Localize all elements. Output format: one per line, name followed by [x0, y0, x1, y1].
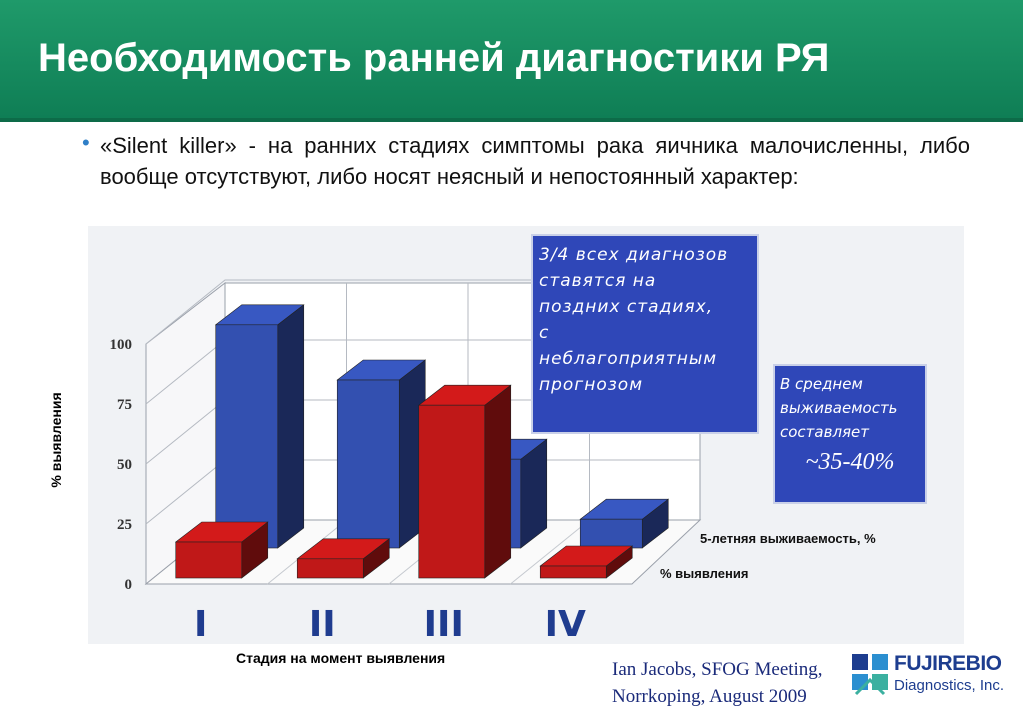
- logo-subtitle: Diagnostics, Inc.: [894, 677, 1005, 694]
- bullet-point: • «Silent killer» - на ранних стадиях си…: [82, 130, 970, 192]
- bar-survival: [336, 379, 400, 549]
- late-diagnosis-callout: 3/4 всех диагнозов ставятся на поздних с…: [531, 234, 759, 434]
- bar-detection: [539, 565, 607, 579]
- y-tick-label: 75: [117, 397, 132, 413]
- x-tick-label: II: [309, 604, 336, 645]
- x-tick-label: IV: [545, 604, 586, 645]
- source-line: Ian Jacobs, SFOG Meeting,: [612, 659, 823, 680]
- survival-line: В среднем: [780, 375, 863, 393]
- source-citation: Ian Jacobs, SFOG Meeting, Norrkoping, Au…: [612, 656, 823, 710]
- x-axis-label: Стадия на момент выявления: [236, 650, 446, 666]
- bar-survival: [215, 324, 279, 549]
- legend-detection: % выявления: [660, 566, 749, 581]
- floor-line: [510, 519, 590, 585]
- bar-detection: [418, 404, 486, 579]
- y-tick-label: 100: [110, 337, 133, 353]
- callout-line: неблагоприятным: [539, 349, 718, 369]
- y-axis-label: % выявления: [48, 392, 64, 488]
- callout-line: поздних стадиях,: [539, 297, 714, 317]
- x-tick-label: III: [424, 604, 464, 645]
- callout-line: 3/4 всех диагнозов: [539, 245, 729, 265]
- callout-line: прогнозом: [539, 375, 644, 395]
- bar-detection: [484, 384, 512, 579]
- x-tick-label: I: [194, 604, 207, 645]
- callout-line: ставятся на: [539, 271, 657, 291]
- y-tick-label: 25: [117, 517, 132, 533]
- bullet-text: «Silent killer» - на ранних стадиях симп…: [100, 133, 970, 189]
- bar-detection: [296, 558, 364, 579]
- survival-callout: В среднем выживаемость составляет ~35-40…: [773, 364, 927, 504]
- y-tick-label: 0: [125, 577, 133, 593]
- title-underline: [0, 118, 1023, 122]
- bar-detection: [175, 541, 243, 579]
- survival-line: составляет: [780, 423, 870, 441]
- company-logo: FUJIREBIO Diagnostics, Inc.: [850, 648, 1020, 704]
- source-line: Norrkoping, August 2009: [612, 686, 807, 707]
- survival-line: выживаемость: [780, 399, 898, 417]
- survival-value: ~35-40%: [805, 449, 895, 475]
- callout-line: с: [539, 323, 550, 343]
- y-tick-label: 50: [117, 457, 132, 473]
- bar-survival: [579, 518, 643, 549]
- logo-mark-icon: [852, 654, 888, 696]
- page-title: Необходимость ранней диагностики РЯ: [38, 36, 830, 80]
- title-bar: [0, 0, 1023, 118]
- bullet-icon: •: [82, 130, 90, 155]
- logo-name: FUJIREBIO: [894, 652, 1002, 675]
- bar-survival: [277, 304, 305, 549]
- legend-survival: 5-летняя выживаемость, %: [700, 531, 876, 546]
